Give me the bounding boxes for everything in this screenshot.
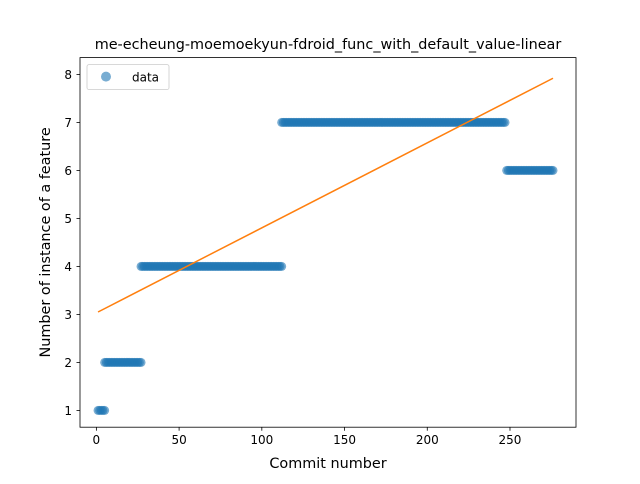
y-tick-label: 4 — [64, 260, 72, 274]
data-point — [500, 117, 510, 127]
data-point — [548, 165, 558, 175]
legend-label-data: data — [132, 71, 159, 85]
legend-box — [86, 64, 170, 90]
x-tick-label: 150 — [333, 433, 356, 447]
x-tick-label: 200 — [416, 433, 439, 447]
y-axis-label: Number of instance of a feature — [38, 127, 54, 357]
data-point — [277, 261, 287, 271]
x-tick-label: 250 — [499, 433, 522, 447]
legend: data — [86, 64, 170, 90]
data-marks — [93, 77, 558, 415]
x-tick-label: 100 — [250, 433, 273, 447]
x-axis-label: Commit number — [269, 456, 386, 472]
data-point — [100, 405, 110, 415]
x-axis-ticks: 0 50 100 150 200 250 — [93, 427, 522, 447]
plot-area — [80, 57, 576, 428]
y-tick-label: 8 — [64, 68, 72, 82]
x-tick-label: 50 — [171, 433, 186, 447]
y-tick-label: 1 — [64, 404, 72, 418]
y-tick-label: 7 — [64, 116, 72, 130]
plot-frame — [79, 57, 577, 428]
fit-line — [97, 77, 554, 313]
data-point — [136, 357, 146, 367]
y-axis-ticks: 1 2 3 4 5 6 7 8 — [64, 68, 80, 418]
legend-marker-data — [101, 71, 111, 82]
y-tick-label: 6 — [64, 164, 72, 178]
y-tick-label: 5 — [64, 212, 72, 226]
x-tick-label: 0 — [93, 433, 101, 447]
chart-title: me-echeung-moemoekyun-fdroid_func_with_d… — [95, 37, 562, 53]
y-tick-label: 3 — [64, 308, 72, 322]
y-tick-label: 2 — [64, 356, 72, 370]
